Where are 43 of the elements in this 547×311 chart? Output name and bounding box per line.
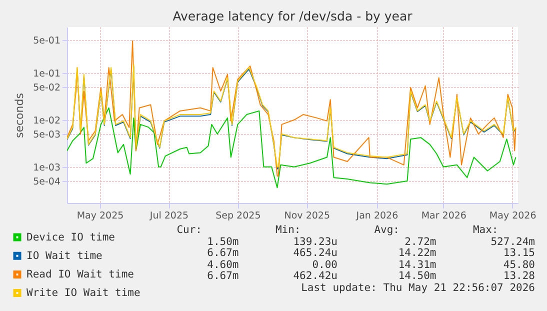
text: 527.24m: [490, 236, 535, 248]
text: 14.31m: [397, 258, 436, 271]
text: 2.72m: [404, 236, 436, 248]
legend-label: Write IO Wait time: [26, 287, 140, 300]
chart-title: Average latency for /dev/sda - by year: [172, 8, 414, 24]
text: 6.67m: [206, 247, 239, 260]
text: 14.22m: [397, 247, 436, 260]
text: Min:: [274, 224, 302, 237]
legend-label: IO Wait time: [26, 250, 102, 262]
y-tick-label: 5e-04: [33, 176, 60, 188]
line-series: [67, 107, 516, 188]
text: 13.15: [502, 247, 535, 260]
y-tick-label: 1e-03: [33, 162, 60, 174]
y-tick-label: 5e-01: [33, 36, 60, 47]
x-tick-label: May 2026: [489, 210, 536, 222]
y-tick-label: 1e-01: [33, 68, 60, 80]
y-tick-label: 1e-02: [33, 115, 60, 126]
text: 4.60m: [206, 258, 239, 271]
text: 1.50m: [206, 236, 239, 248]
text: 139.23u: [292, 236, 338, 248]
x-tick-label: Jul 2025: [148, 210, 189, 222]
line-series: [67, 40, 516, 176]
text: Last update: Thu May 21 22:56:07 2026: [300, 282, 535, 295]
text: 45.80: [502, 258, 535, 271]
legend-label: Read IO Wait time: [26, 268, 134, 280]
legend-label: Device IO time: [26, 231, 116, 244]
text: 462.42u: [292, 270, 338, 283]
text: Max:: [472, 224, 500, 237]
text: 6.67m: [206, 270, 239, 283]
x-tick-label: Mar 2026: [421, 210, 466, 222]
x-tick-label: Jan 2026: [355, 210, 398, 222]
y-tick-label: 5e-03: [33, 130, 60, 141]
text: 14.50m: [397, 270, 436, 283]
y-axis-title: seconds: [13, 92, 26, 138]
x-tick-label: Nov 2025: [284, 210, 330, 222]
text: 465.24u: [292, 247, 338, 260]
text: 0.00: [311, 258, 338, 271]
y-tick-label: 5e-02: [33, 82, 60, 94]
text: 13.28: [502, 270, 535, 283]
text: Cur:: [176, 224, 204, 237]
text: Avg:: [373, 224, 401, 237]
x-tick-label: Sep 2025: [216, 210, 261, 222]
x-tick-label: May 2025: [76, 210, 124, 222]
